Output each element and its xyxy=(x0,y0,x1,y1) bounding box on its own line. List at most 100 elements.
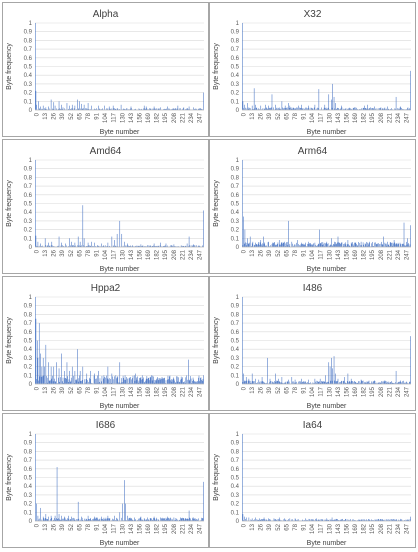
bar xyxy=(365,244,366,247)
bar xyxy=(178,377,179,384)
y-tick-label: 0.7 xyxy=(231,458,240,464)
x-tick-label: 130 xyxy=(327,523,333,534)
y-tick-label: 0.2 xyxy=(231,502,240,508)
x-tick-label: 91 xyxy=(95,386,101,393)
bar xyxy=(181,377,182,384)
x-tick-label: 195 xyxy=(163,386,169,397)
bar xyxy=(88,103,89,110)
bar xyxy=(174,518,175,521)
bar xyxy=(75,243,76,247)
bar xyxy=(292,244,293,247)
bar xyxy=(381,242,382,247)
bar xyxy=(145,381,146,384)
bar xyxy=(284,242,285,247)
bar xyxy=(257,244,258,247)
bar xyxy=(171,379,172,384)
y-tick-label: 1 xyxy=(29,295,33,301)
y-tick-label: 0.7 xyxy=(231,321,240,327)
x-tick-label: 208 xyxy=(172,386,178,397)
bar xyxy=(59,237,60,247)
bar xyxy=(35,297,36,384)
y-tick-label: 1 xyxy=(236,432,240,438)
bar xyxy=(135,374,136,384)
bar xyxy=(137,376,138,384)
bar xyxy=(147,518,148,521)
x-tick-label: 26 xyxy=(52,386,58,393)
bar xyxy=(129,518,130,521)
bar xyxy=(305,381,306,384)
bar xyxy=(275,105,276,110)
bar xyxy=(402,244,403,247)
bar xyxy=(158,380,159,384)
x-axis-label: Byte number xyxy=(307,266,347,273)
bar xyxy=(127,516,128,521)
bar xyxy=(150,377,151,384)
bar xyxy=(309,243,310,247)
bar xyxy=(385,381,386,384)
x-tick-label: 117 xyxy=(319,386,325,396)
bar xyxy=(73,376,74,384)
bar xyxy=(270,379,271,384)
bar xyxy=(131,379,132,384)
bar xyxy=(61,105,62,110)
bar xyxy=(79,376,80,384)
x-tick-label: 143 xyxy=(129,523,135,534)
bar xyxy=(81,381,82,384)
bar xyxy=(131,518,132,521)
bar xyxy=(410,71,411,110)
bar xyxy=(270,381,271,384)
chart-title: Hppa2 xyxy=(91,283,121,294)
bar xyxy=(141,517,142,521)
bar xyxy=(321,381,322,384)
bar xyxy=(98,371,99,384)
bar xyxy=(384,381,385,384)
bar xyxy=(400,243,401,247)
x-tick-label: 143 xyxy=(129,249,135,260)
y-tick-label: 0.7 xyxy=(24,184,33,190)
x-tick-label: 91 xyxy=(302,523,308,530)
bar xyxy=(154,518,155,521)
x-tick-label: 78 xyxy=(86,386,92,393)
bar xyxy=(72,105,73,110)
bar xyxy=(55,106,56,110)
bar xyxy=(260,242,261,247)
bar xyxy=(160,378,161,384)
bar xyxy=(288,380,289,384)
x-tick-label: 13 xyxy=(250,112,256,119)
bar xyxy=(325,243,326,247)
x-tick-label: 13 xyxy=(250,523,256,530)
bar xyxy=(79,101,80,110)
bar xyxy=(81,517,82,521)
x-tick-label: 26 xyxy=(259,386,265,393)
bar xyxy=(352,242,353,247)
bar xyxy=(82,518,83,521)
bar xyxy=(341,381,342,384)
bar xyxy=(81,381,82,384)
bar xyxy=(320,379,321,384)
y-tick-label: 0.4 xyxy=(24,73,33,79)
x-tick-label: 52 xyxy=(69,249,75,256)
x-tick-label: 156 xyxy=(137,112,143,123)
bar xyxy=(199,376,200,384)
y-tick-label: 0.4 xyxy=(24,347,33,353)
bar xyxy=(327,244,328,247)
bar xyxy=(367,105,368,110)
bar xyxy=(301,244,302,247)
bar xyxy=(402,244,403,247)
bar xyxy=(163,378,164,384)
bar xyxy=(67,376,68,384)
bar xyxy=(400,381,401,384)
bar xyxy=(71,378,72,384)
bar xyxy=(290,244,291,247)
y-tick-label: 0 xyxy=(29,245,33,251)
bar xyxy=(188,360,189,384)
bar xyxy=(342,381,343,384)
bar xyxy=(361,381,362,384)
x-tick-label: 0 xyxy=(35,112,41,116)
bar xyxy=(242,160,243,247)
x-tick-label: 143 xyxy=(129,112,135,123)
bar xyxy=(54,518,55,521)
bar xyxy=(344,377,345,384)
bar xyxy=(146,107,147,110)
